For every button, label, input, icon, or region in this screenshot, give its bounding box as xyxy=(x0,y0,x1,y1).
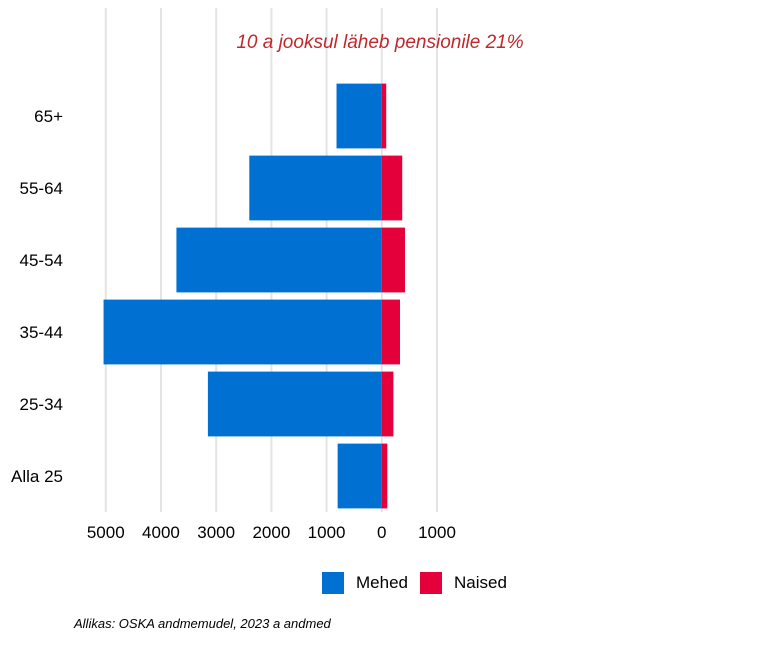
x-tick-label: 0 xyxy=(377,523,386,542)
y-tick-label: 45-54 xyxy=(20,251,63,270)
chart-annotation: 10 a jooksul läheb pensionile 21% xyxy=(236,32,524,53)
bar-naised-0 xyxy=(381,83,387,149)
legend-swatch-naised xyxy=(419,572,442,594)
legend-label-mehed: Mehed xyxy=(356,573,408,592)
y-tick-label: 25-34 xyxy=(20,395,63,414)
bar-mehed-1 xyxy=(249,155,382,221)
bar-naised-5 xyxy=(381,443,388,509)
bar-naised-4 xyxy=(381,371,394,437)
bar-mehed-3 xyxy=(103,299,382,365)
x-tick-label: 3000 xyxy=(197,523,235,542)
bar-mehed-0 xyxy=(336,83,382,149)
y-tick-label: 65+ xyxy=(34,107,63,126)
x-tick-label: 4000 xyxy=(142,523,180,542)
bar-mehed-5 xyxy=(337,443,382,509)
bar-naised-2 xyxy=(381,227,405,293)
x-tick-label: 1000 xyxy=(418,523,456,542)
y-tick-label: 55-64 xyxy=(20,179,63,198)
chart-legend: Mehed Naised xyxy=(322,572,519,594)
legend-label-naised: Naised xyxy=(453,573,507,592)
bar-naised-3 xyxy=(381,299,401,365)
y-tick-label: 35-44 xyxy=(20,323,63,342)
legend-item-naised: Naised xyxy=(419,572,507,594)
bar-mehed-2 xyxy=(176,227,382,293)
legend-item-mehed: Mehed xyxy=(322,572,408,594)
x-tick-label: 2000 xyxy=(252,523,290,542)
bar-mehed-4 xyxy=(207,371,382,437)
bar-naised-1 xyxy=(381,155,403,221)
chart-source: Allikas: OSKA andmemudel, 2023 a andmed xyxy=(74,616,331,631)
x-tick-label: 1000 xyxy=(308,523,346,542)
legend-swatch-mehed xyxy=(322,572,344,594)
x-tick-label: 5000 xyxy=(87,523,125,542)
y-tick-label: Alla 25 xyxy=(11,467,63,486)
